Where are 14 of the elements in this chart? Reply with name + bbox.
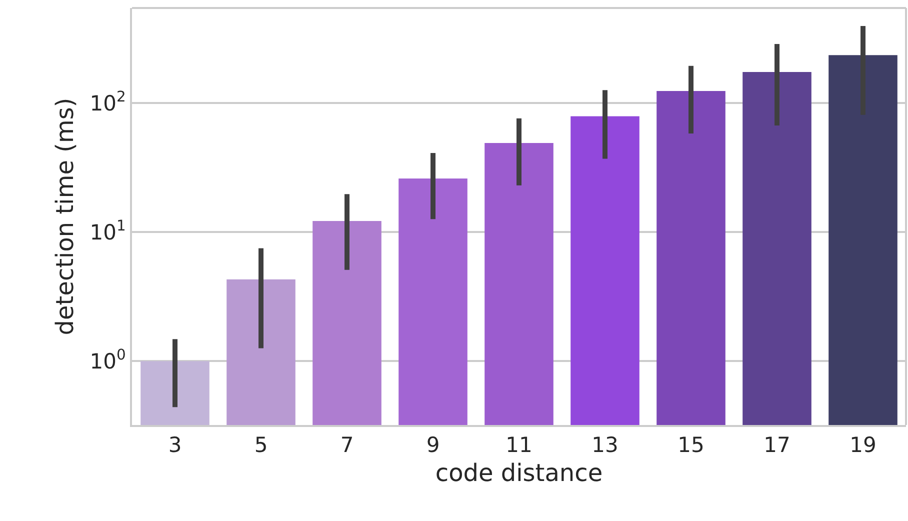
y-tick-label: 10$^{0}$	[90, 346, 126, 374]
y-axis-title: detection time (ms)	[51, 98, 79, 336]
x-tick-label: 11	[506, 433, 532, 458]
x-tick-label: 13	[592, 433, 618, 458]
x-tick-label: 17	[764, 433, 790, 458]
y-tick-label: 10$^{1}$	[90, 218, 126, 244]
y-tick-label: 10$^{2}$	[90, 88, 126, 116]
x-tick-label: 15	[678, 433, 704, 458]
x-tick-label: 9	[426, 433, 440, 458]
x-tick-label: 3	[168, 433, 182, 458]
x-tick-label: 5	[254, 433, 268, 458]
x-axis-title: code distance	[435, 459, 603, 487]
x-tick-label: 7	[340, 433, 354, 458]
x-tick-label: 19	[850, 433, 876, 458]
